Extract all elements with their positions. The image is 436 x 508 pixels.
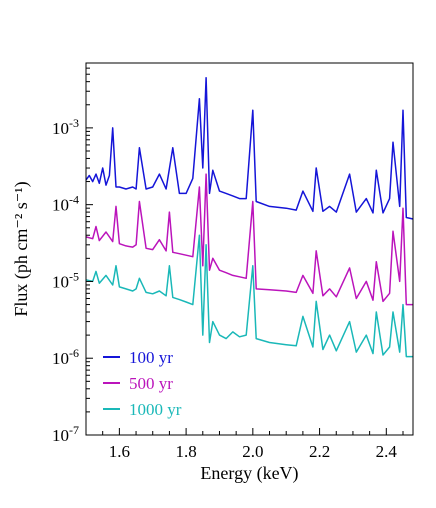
plot-frame	[85, 62, 414, 436]
y-axis-label: Flux (ph cm⁻² s⁻¹)	[11, 181, 32, 316]
y-tick-label: 10-5	[52, 269, 79, 291]
y-tick-label: 10-3	[52, 116, 79, 138]
x-tick-label: 2.4	[376, 442, 398, 461]
x-tick-label: 1.8	[175, 442, 196, 461]
series-layer	[85, 76, 414, 358]
legend-label-2: 500 yr	[129, 374, 173, 393]
series-line-3	[85, 234, 413, 358]
y-tick-label: 10-6	[52, 346, 79, 368]
y-tick-label: 10-4	[52, 193, 79, 215]
legend-label-1: 100 yr	[129, 348, 173, 367]
x-tick-label: 2.0	[242, 442, 263, 461]
plot-area	[85, 76, 414, 358]
series-line-2	[85, 173, 413, 306]
legend: 100 yr 500 yr 1000 yr	[103, 348, 182, 419]
y-tick-label: 10-7	[52, 423, 79, 445]
x-tick-label: 1.6	[109, 442, 130, 461]
x-tick-label: 2.2	[309, 442, 330, 461]
legend-label-3: 1000 yr	[129, 400, 182, 419]
axis-ticks: 1.6 1.8 2.0 2.2 2.4 10-7 10-6 10-5 10-4 10-3	[52, 67, 404, 461]
series-line-1	[85, 76, 414, 220]
x-axis-label: Energy (keV)	[200, 463, 298, 484]
